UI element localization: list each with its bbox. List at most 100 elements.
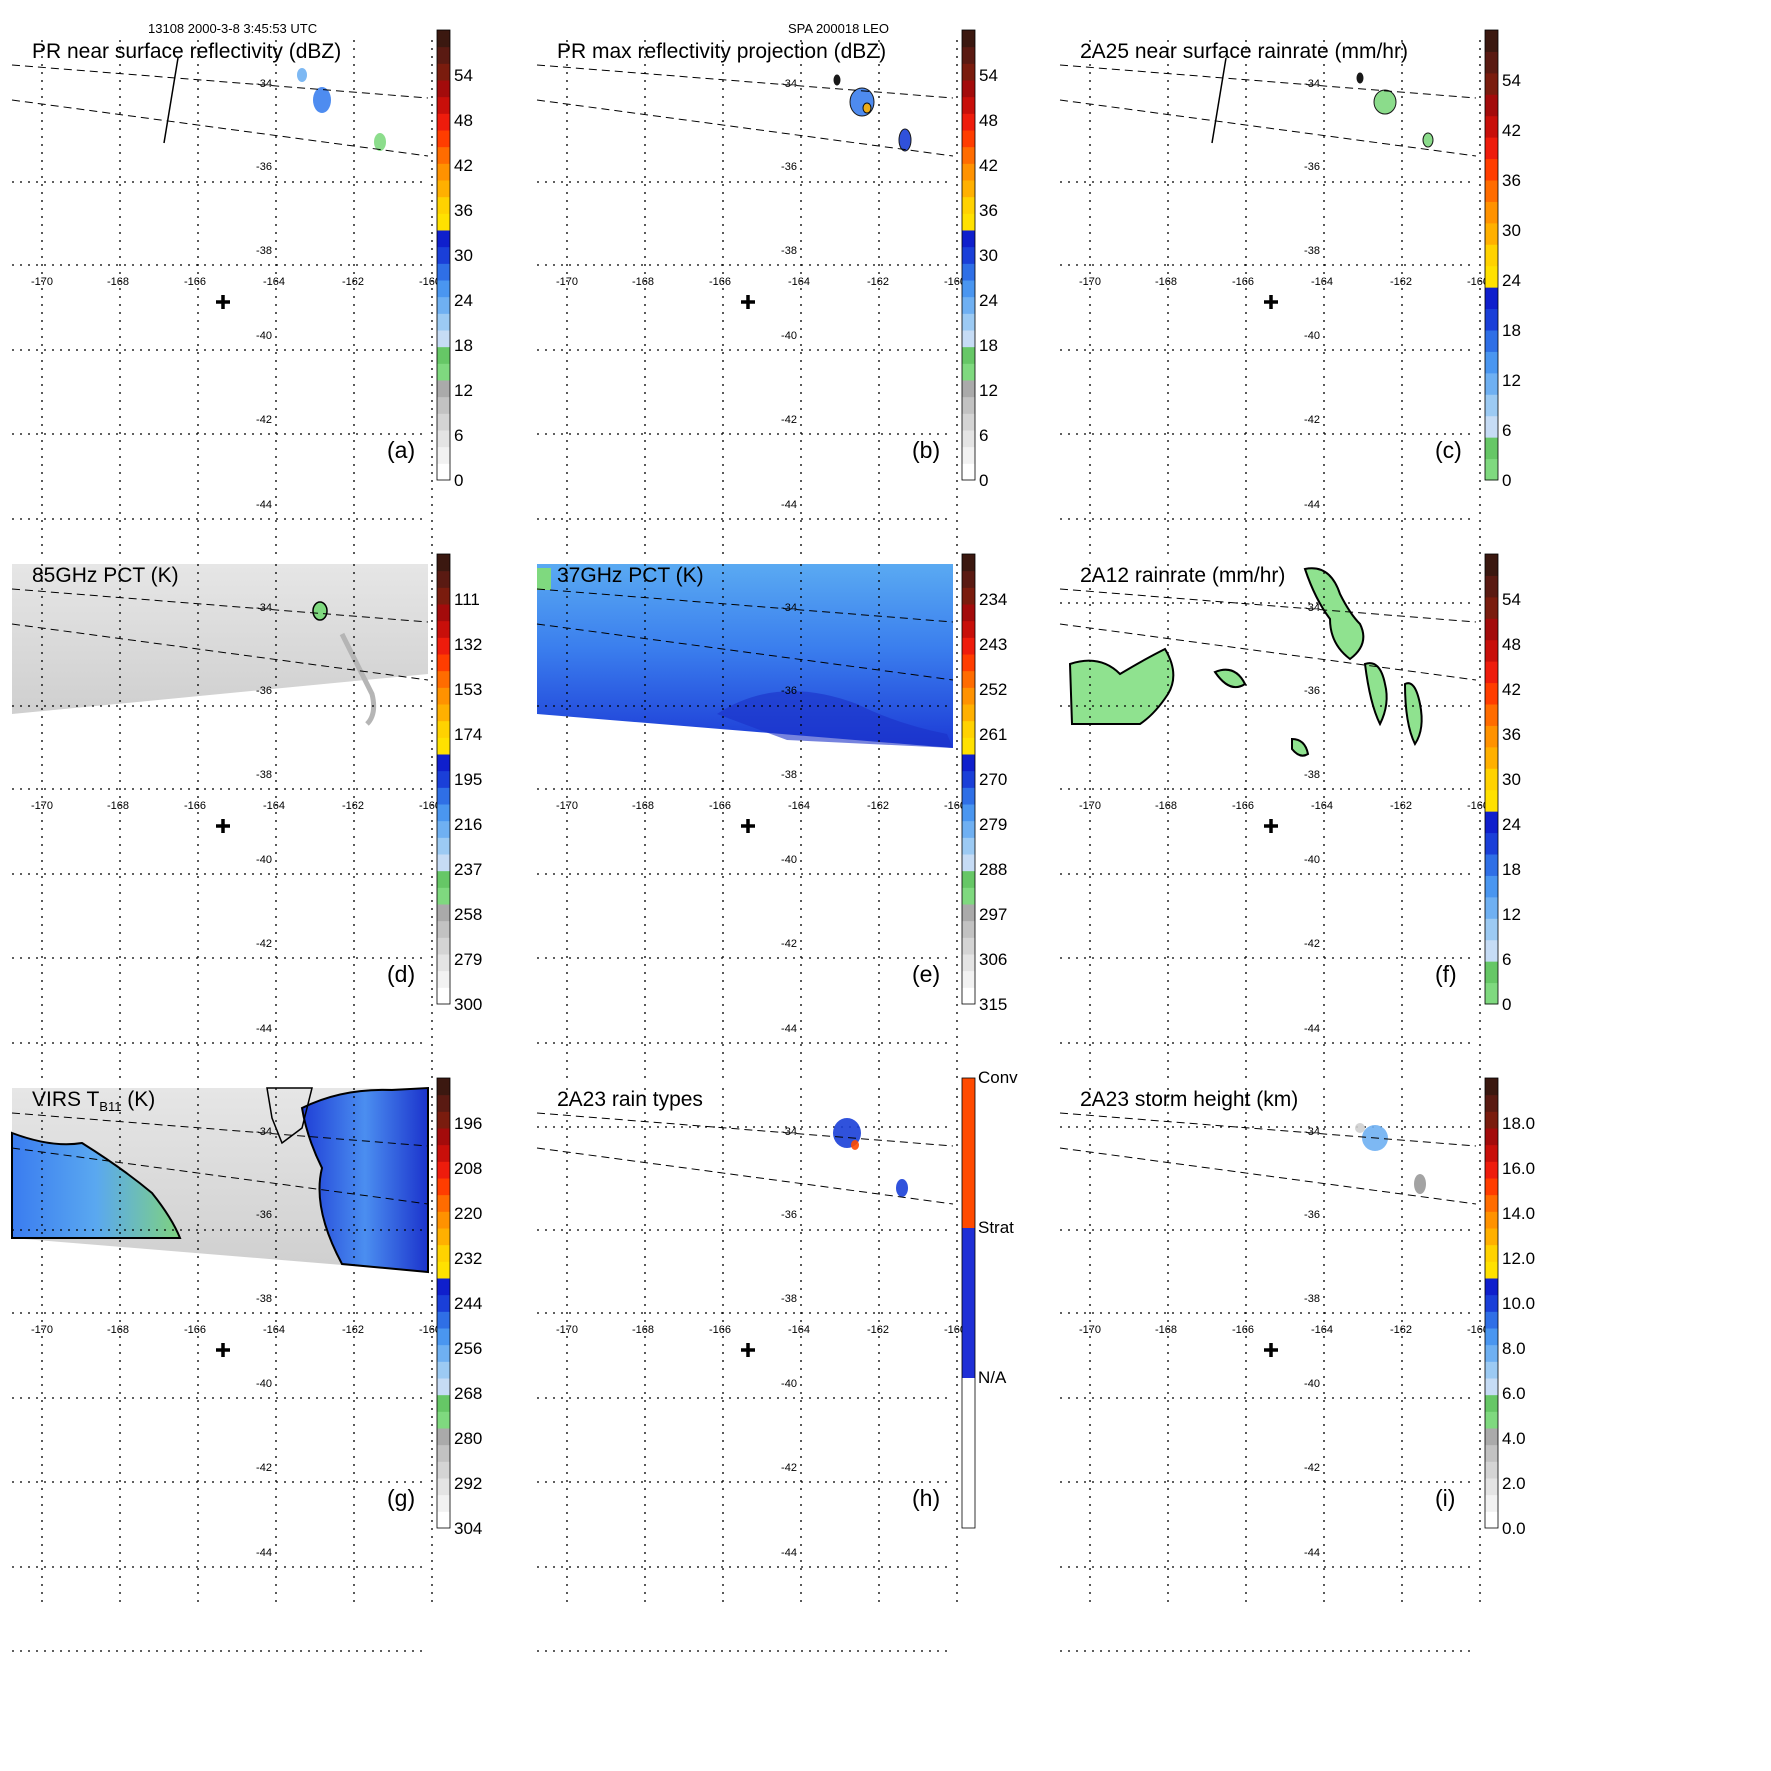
colorbar-cell xyxy=(1485,244,1498,267)
colorbar-cell xyxy=(437,787,450,805)
colorbar-cell xyxy=(437,754,450,772)
lat-tick-label: -34 xyxy=(781,78,797,90)
colorbar-cell xyxy=(962,463,975,481)
swath-edge-north xyxy=(536,1112,954,1147)
colorbar-cell xyxy=(437,704,450,722)
colorbar-tick-label: 300 xyxy=(454,995,482,1014)
colorbar-cell xyxy=(962,313,975,331)
rain-area-north xyxy=(1303,567,1365,661)
colorbar: 54 42 36 30 24 18 12 6 0 xyxy=(1484,29,1521,490)
colorbar-cell xyxy=(437,1278,450,1296)
colorbar-tick-label: 48 xyxy=(1502,635,1521,654)
panel-imagery xyxy=(1356,72,1434,148)
lon-tick-label: -170 xyxy=(1079,800,1101,812)
colorbar-tick-label: 0 xyxy=(979,471,988,490)
colorbar-cell xyxy=(1485,746,1498,769)
echo-cell xyxy=(833,74,841,86)
header-orbit-time: 13108 2000-3-8 3:45:53 UTC xyxy=(148,21,318,36)
colorbar-tick-label: 208 xyxy=(454,1159,482,1178)
colorbar-cell xyxy=(962,280,975,298)
lon-tick-label: -170 xyxy=(31,800,53,812)
colorbar-cell xyxy=(1485,982,1498,1005)
colorbar-cell xyxy=(962,413,975,431)
panel-imagery xyxy=(12,564,428,726)
colorbar: 18.0 16.0 14.0 12.0 10.0 8.0 6.0 4.0 2.0 0.0 xyxy=(1484,1077,1535,1538)
colorbar-cell xyxy=(437,46,450,64)
colorbar-cell xyxy=(1485,1094,1498,1112)
lat-tick-label: -42 xyxy=(1304,1462,1320,1474)
colorbar-tick-label: 12 xyxy=(1502,371,1521,390)
colorbar-cell xyxy=(437,1294,450,1312)
lat-tick-label: -36 xyxy=(781,161,797,173)
colorbar-tick-label: 54 xyxy=(979,66,998,85)
ground-site-marker xyxy=(216,819,230,833)
colorbar-cell xyxy=(437,904,450,922)
lat-tick-label: -38 xyxy=(256,1293,272,1305)
panel-d: -170 -168 -166 -164 -162 -160 -34 -36 -38 -40 -42 -… xyxy=(11,553,482,1128)
colorbar-cell xyxy=(437,720,450,738)
colorbar-cell xyxy=(1485,115,1498,138)
lat-tick-label: -34 xyxy=(256,78,272,90)
colorbar-tick-label: 24 xyxy=(454,291,473,310)
colorbar-cell xyxy=(437,970,450,988)
lat-tick-label: -38 xyxy=(256,245,272,257)
colorbar-cell xyxy=(1485,458,1498,481)
colorbar-cell xyxy=(1485,1394,1498,1412)
panel-label: (f) xyxy=(1435,961,1457,987)
colorbar-cell xyxy=(437,1461,450,1479)
colorbar-cell xyxy=(437,1444,450,1462)
colorbar-cell xyxy=(1485,1111,1498,1129)
colorbar-tick-label: 6.0 xyxy=(1502,1384,1526,1403)
lon-tick-label: -166 xyxy=(709,1324,731,1336)
colorbar-tick-label: 0 xyxy=(1502,995,1511,1014)
colorbar-tick-label: 30 xyxy=(454,246,473,265)
colorbar-cell xyxy=(437,620,450,638)
lon-tick-label: -168 xyxy=(632,800,654,812)
panel-title: PR near surface reflectivity (dBZ) xyxy=(32,40,341,63)
ground-site-marker xyxy=(741,295,755,309)
colorbar-category: N/A xyxy=(978,1368,1007,1387)
colorbar-cell xyxy=(437,1228,450,1246)
panel-e: -170 -168 -166 -164 -162 -160 -34 -36 -38 -40 -42 -… xyxy=(536,553,1007,1128)
colorbar-cell xyxy=(1485,1428,1498,1446)
lat-tick-label: -36 xyxy=(1304,161,1320,173)
colorbar-cell xyxy=(437,263,450,281)
colorbar-tick-label: 4.0 xyxy=(1502,1429,1526,1448)
colorbar-cell xyxy=(437,1378,450,1396)
panel-label: (h) xyxy=(912,1485,940,1511)
colorbar-cell xyxy=(437,670,450,688)
colorbar-tick-label: 297 xyxy=(979,905,1007,924)
panel-title: 2A23 rain types xyxy=(557,1088,703,1111)
colorbar-cell xyxy=(1485,1411,1498,1429)
rain-area-mid xyxy=(1213,668,1247,688)
colorbar-frame xyxy=(1484,553,1499,1005)
colorbar-cell xyxy=(437,213,450,231)
panel-b: -170 -168 -166 -164 -162 -160 -34 -36 -38 -40 -42 -… xyxy=(536,29,998,604)
colorbar-cell xyxy=(1485,875,1498,898)
colorbar-cell xyxy=(962,770,975,788)
lon-tick-label: -162 xyxy=(1390,800,1412,812)
lon-tick-label: -166 xyxy=(184,800,206,812)
colorbar-cell xyxy=(962,213,975,231)
colorbar-cell xyxy=(1485,437,1498,460)
lat-tick-label: -38 xyxy=(781,1293,797,1305)
colorbar-cell xyxy=(437,363,450,381)
colorbar-cell xyxy=(1485,811,1498,834)
colorbar-cell xyxy=(962,30,975,48)
colorbar-tick-label: 174 xyxy=(454,725,482,744)
colorbar-cell xyxy=(437,954,450,972)
colorbar-tick-label: 12.0 xyxy=(1502,1249,1535,1268)
colorbar-cell xyxy=(437,430,450,448)
lat-tick-label: -34 xyxy=(1304,1126,1320,1138)
colorbar-cell xyxy=(962,670,975,688)
colorbar-cell xyxy=(1485,1494,1498,1512)
colorbar-cell xyxy=(1485,372,1498,395)
colorbar-tick-label: 2.0 xyxy=(1502,1474,1526,1493)
colorbar-cell xyxy=(1485,222,1498,245)
colorbar-cell xyxy=(437,1094,450,1112)
lat-tick-label: -36 xyxy=(1304,1209,1320,1221)
colorbar-cell xyxy=(1485,1161,1498,1179)
colorbar-cell xyxy=(962,820,975,838)
colorbar-tick-label: 256 xyxy=(454,1339,482,1358)
